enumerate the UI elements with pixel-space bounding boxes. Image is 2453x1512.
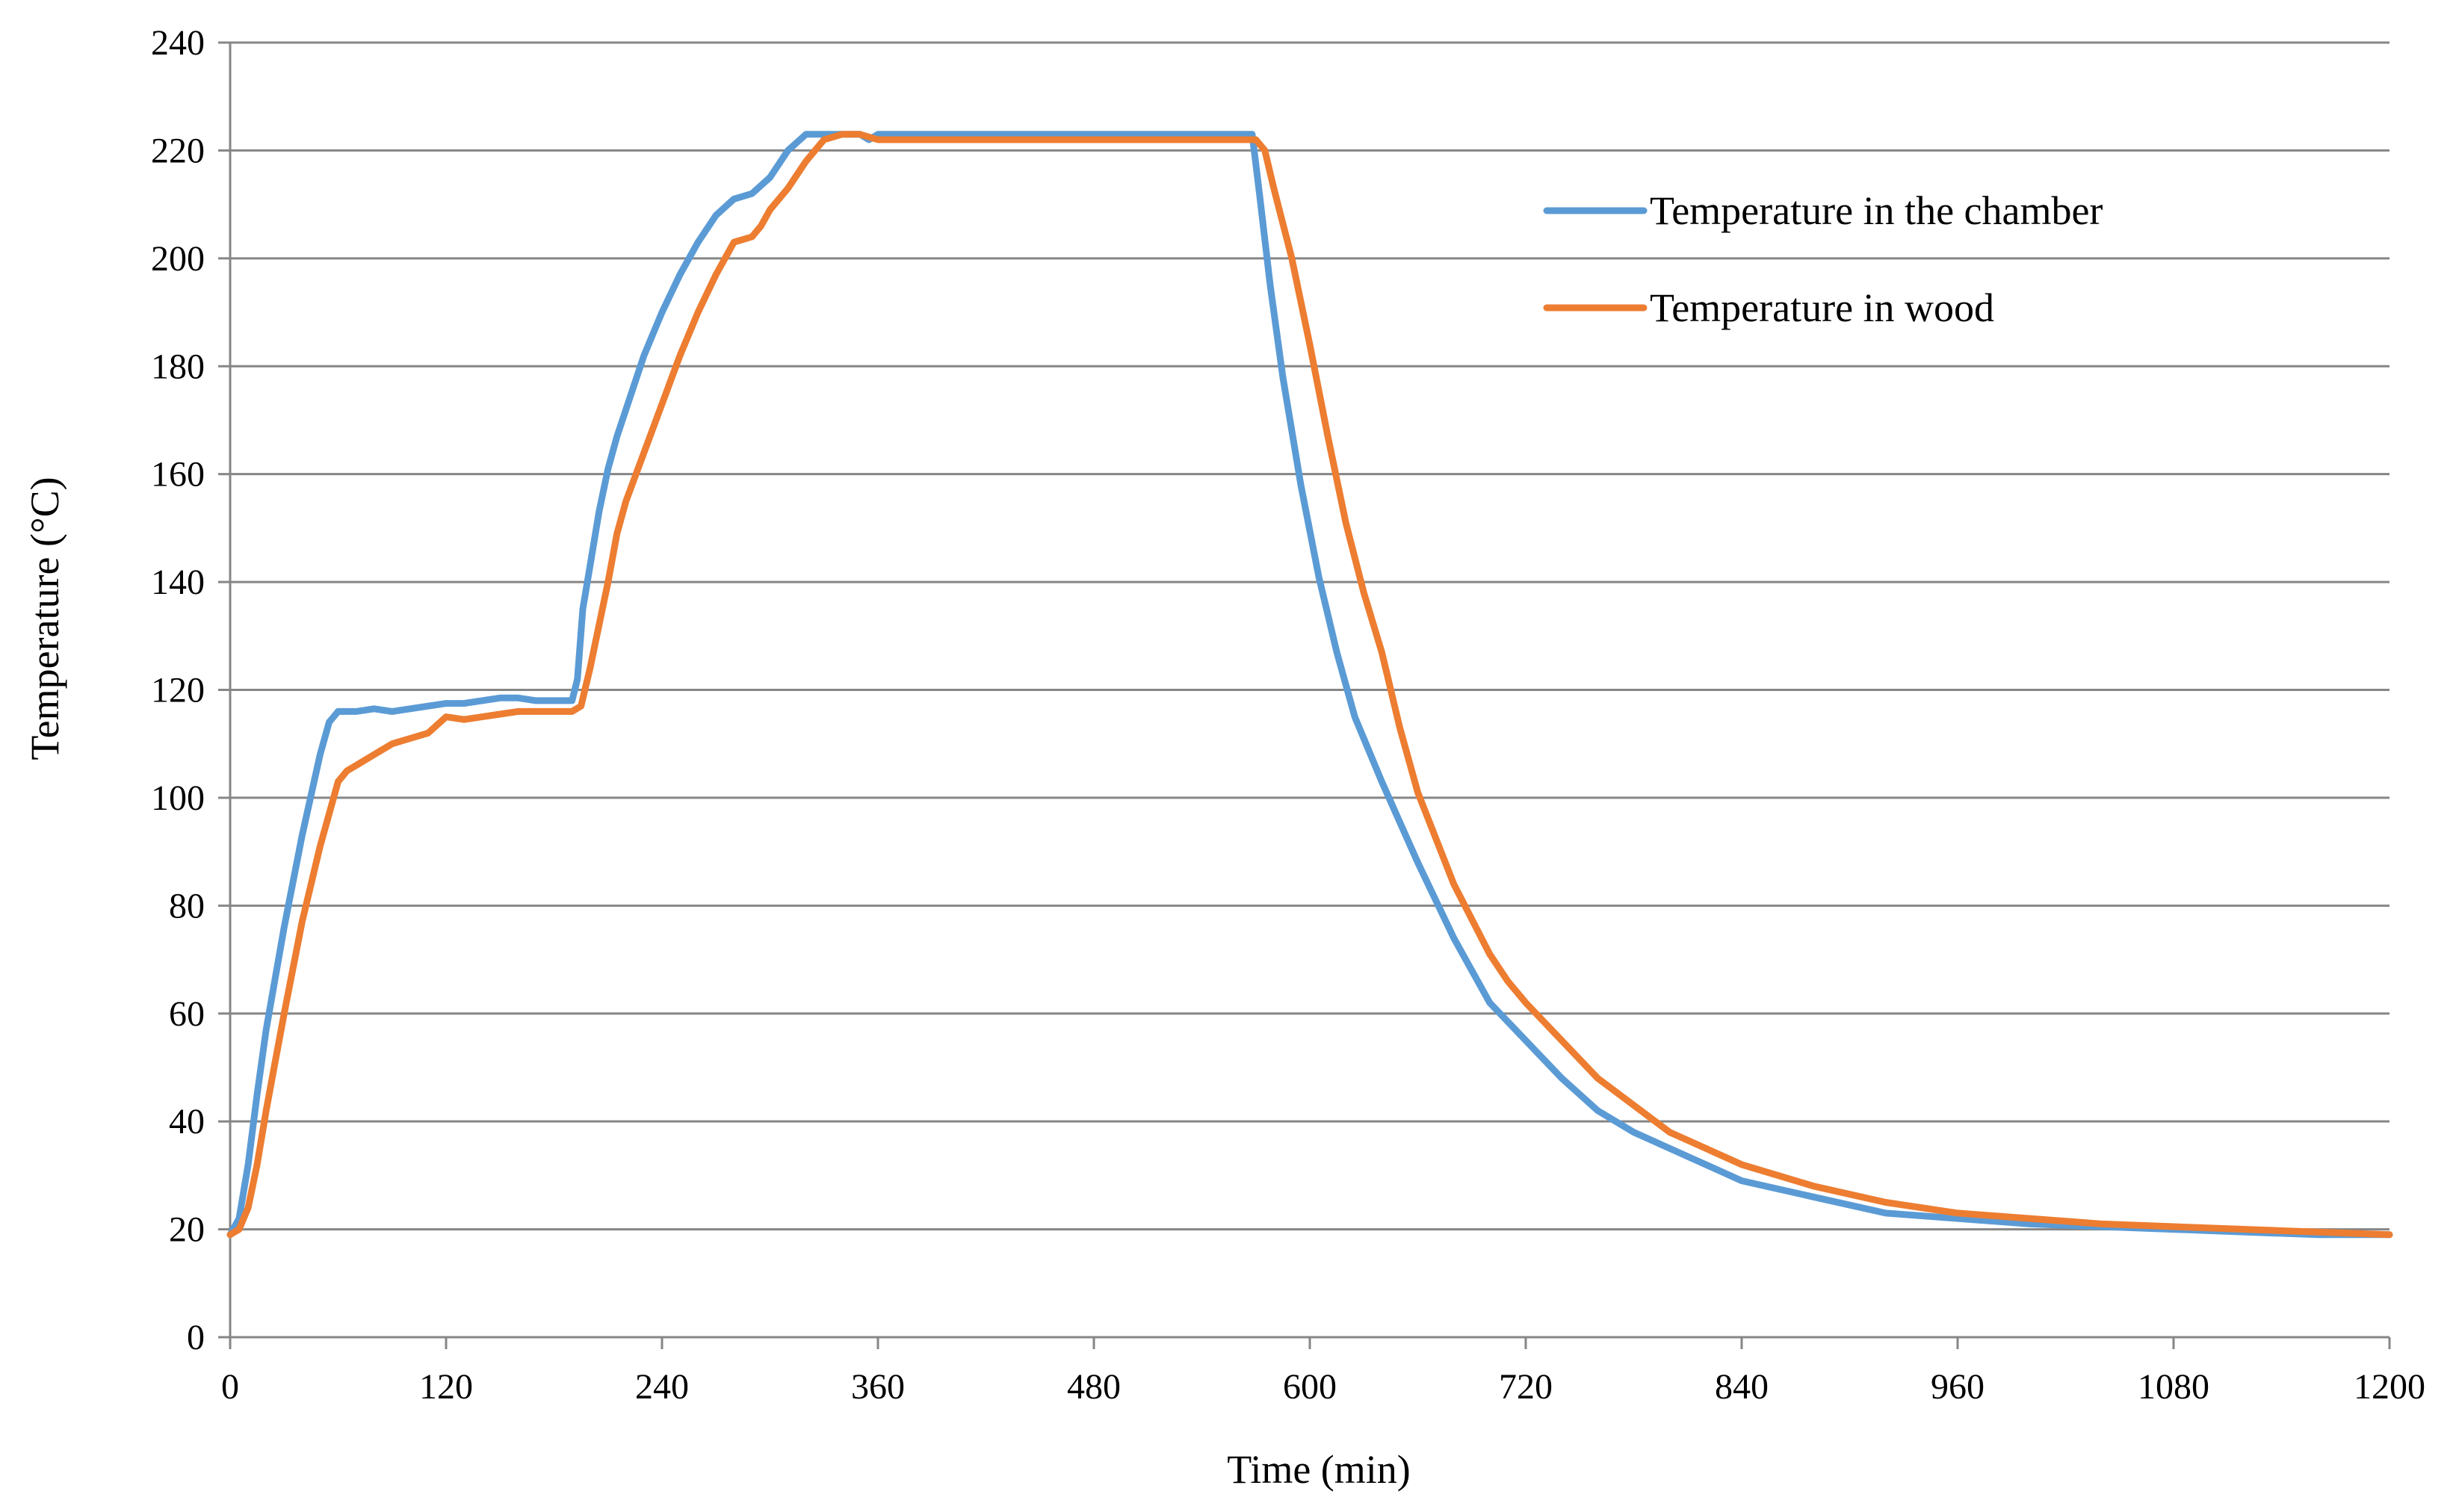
y-axis-ticks: 0 20 40 60 80 100 120 140 160 180 200 220 240 [151,23,230,1357]
x-tick-label: 1200 [2354,1367,2425,1407]
x-tick-label: 840 [1715,1367,1769,1407]
series-line-chamber [226,131,2393,1239]
x-tick-label: 720 [1499,1367,1553,1407]
y-tick-label: 20 [169,1210,205,1250]
y-axis-title: Temperature (°C) [22,477,67,760]
x-tick-label: 240 [635,1367,689,1407]
y-tick-label: 240 [151,23,205,63]
y-tick-label: 220 [151,131,205,170]
y-tick-label: 140 [151,563,205,602]
gridlines [230,41,2389,1231]
y-tick-label: 200 [151,239,205,279]
x-tick-label: 960 [1931,1367,1985,1407]
legend-label-chamber: Temperature in the chamber [1650,188,2103,233]
y-tick-label: 60 [169,994,205,1034]
legend-label-wood: Temperature in wood [1650,285,1994,330]
x-tick-label: 120 [419,1367,473,1407]
x-tick-label: 1080 [2138,1367,2209,1407]
x-axis-ticks: 0 120 240 360 480 600 720 840 960 1080 1200 [221,1337,2425,1407]
series-line-wood [226,131,2393,1239]
y-tick-label: 40 [169,1102,205,1141]
x-tick-label: 360 [851,1367,905,1407]
y-tick-label: 160 [151,455,205,495]
y-tick-label: 120 [151,671,205,710]
x-tick-label: 600 [1283,1367,1337,1407]
y-tick-label: 180 [151,347,205,386]
legend: Temperature in the chamber Temperature i… [1543,188,2103,330]
y-tick-label: 100 [151,778,205,818]
y-tick-label: 0 [187,1318,205,1357]
x-tick-label: 0 [221,1367,239,1407]
y-tick-label: 80 [169,886,205,926]
series-lines [226,131,2393,1239]
x-tick-label: 480 [1067,1367,1121,1407]
x-axis-title: Time (min) [1227,1447,1411,1492]
